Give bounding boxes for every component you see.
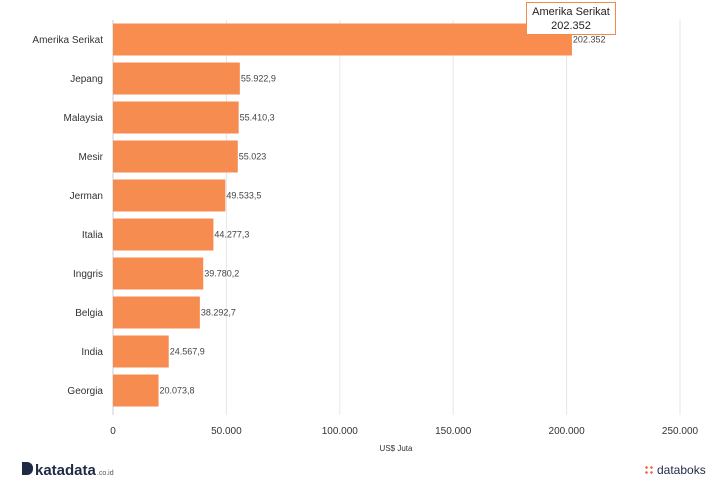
bars: [113, 23, 572, 407]
katadata-logo-suffix: .co.id: [96, 470, 114, 477]
category-label: India: [81, 347, 103, 358]
data-label: 39.780,2: [204, 269, 239, 279]
tooltip-title: Amerika Serikat: [532, 6, 610, 18]
category-label: Jepang: [70, 74, 103, 85]
category-label: Italia: [82, 230, 104, 241]
category-label: Inggris: [73, 269, 103, 280]
bar[interactable]: [113, 62, 240, 95]
katadata-logo-icon: [22, 462, 33, 475]
data-label: 24.567,9: [170, 347, 205, 357]
category-label: Belgia: [75, 308, 103, 319]
category-label: Amerika Serikat: [32, 35, 103, 46]
bar[interactable]: [113, 218, 214, 251]
tooltip-value: 202.352: [551, 20, 591, 32]
databoks-logo-text: databoks: [657, 463, 706, 477]
bar[interactable]: [113, 296, 200, 329]
bar[interactable]: [113, 374, 159, 407]
tick-label: 0: [110, 426, 116, 437]
category-labels: Amerika Serikat Jepang Malaysia Mesir Jerman…: [32, 35, 103, 397]
tick-label: 100.000: [322, 426, 359, 437]
data-label: 44.277,3: [214, 230, 249, 240]
category-label: Georgia: [67, 386, 103, 397]
data-label: 55.922,9: [241, 74, 276, 84]
bar[interactable]: [113, 23, 572, 56]
data-label: 55.410,3: [240, 113, 275, 123]
data-label: 202.352: [573, 35, 606, 45]
bar[interactable]: [113, 140, 238, 173]
data-label: 20.073,8: [160, 386, 195, 396]
bar[interactable]: [113, 335, 169, 368]
data-label: 55.023: [239, 152, 267, 162]
tooltip: Amerika Serikat 202.352: [526, 2, 616, 35]
tick-labels: 0 50.000 100.000 150.000 200.000 250.000: [110, 426, 698, 437]
category-label: Jerman: [70, 191, 103, 202]
katadata-logo: katadata .co.id: [22, 462, 114, 479]
data-label: 49.533,5: [226, 191, 261, 201]
data-labels: 202.352 55.922,9 55.410,3 55.023 49.533,5 44.…: [160, 35, 606, 396]
tick-label: 200.000: [549, 426, 586, 437]
databoks-logo: databoks: [644, 463, 706, 477]
tick-label: 50.000: [211, 426, 242, 437]
category-label: Malaysia: [64, 113, 104, 124]
bar[interactable]: [113, 257, 204, 290]
katadata-logo-text: katadata: [35, 462, 96, 479]
data-label: 38.292,7: [201, 308, 236, 318]
x-axis-title: US$ Juta: [380, 444, 413, 453]
databoks-logo-icon: [644, 465, 654, 475]
tick-label: 150.000: [435, 426, 472, 437]
category-label: Mesir: [79, 152, 104, 163]
tick-label: 250.000: [662, 426, 699, 437]
bar[interactable]: [113, 101, 239, 134]
bar[interactable]: [113, 179, 226, 212]
